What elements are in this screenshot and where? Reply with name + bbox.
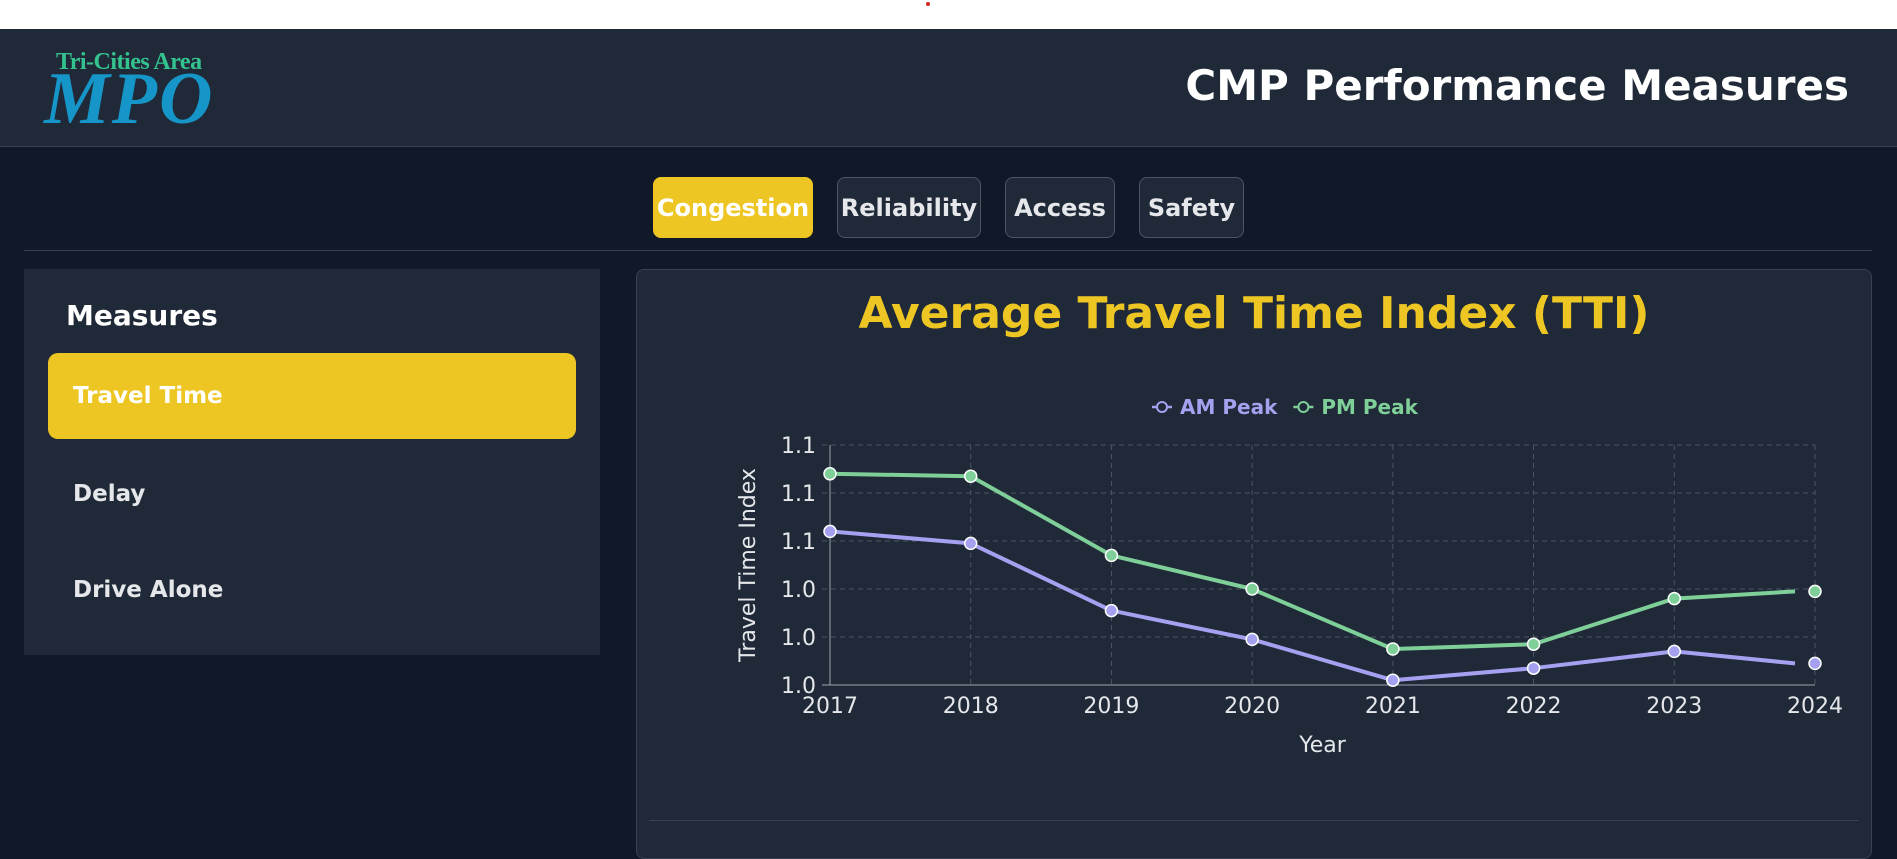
tab-safety[interactable]: Safety	[1139, 177, 1244, 238]
point-pm-peak	[1104, 548, 1119, 563]
sidebar-item-travel-time[interactable]: Travel Time	[48, 353, 576, 439]
y-tick-label: 1.0	[781, 674, 816, 699]
point-pm-peak	[1667, 591, 1682, 606]
y-tick-label: 1.1	[781, 482, 816, 507]
legend-label-am-peak: AM Peak	[1180, 395, 1278, 419]
chart-panel: Average Travel Time Index (TTI) 1.0 1.0 1.…	[636, 269, 1872, 859]
x-tick-label: 2022	[1506, 694, 1562, 719]
point-am-peak	[1667, 644, 1682, 659]
app-header: Tri-Cities Area MPO CMP Performance Meas…	[0, 29, 1897, 147]
point-pm-peak	[1808, 584, 1822, 599]
sidebar-item-delay[interactable]: Delay	[73, 481, 146, 507]
tab-access[interactable]: Access	[1005, 177, 1115, 238]
mpo-logo[interactable]: Tri-Cities Area MPO	[44, 43, 234, 139]
page-title: CMP Performance Measures	[1185, 61, 1849, 110]
series-line-pm-peak	[829, 471, 1796, 651]
point-am-peak	[1104, 603, 1119, 618]
y-axis-title: Travel Time Index	[736, 468, 761, 663]
x-tick-label: 2024	[1787, 694, 1843, 719]
point-am-peak	[1386, 673, 1400, 687]
legend-label-pm-peak: PM Peak	[1321, 395, 1418, 419]
point-am-peak	[823, 524, 837, 539]
category-tabs: Congestion Reliability Access Safety	[0, 177, 1897, 240]
point-am-peak	[1245, 632, 1259, 647]
x-tick-label: 2017	[802, 694, 858, 719]
browser-top-strip	[0, 0, 1897, 29]
x-tick-label: 2019	[1083, 694, 1139, 719]
sidebar-item-drive-alone[interactable]: Drive Alone	[73, 577, 224, 603]
tab-congestion[interactable]: Congestion	[653, 177, 813, 238]
sidebar-title: Measures	[66, 299, 218, 332]
x-tick-label: 2021	[1365, 694, 1421, 719]
series-line-am-peak	[829, 529, 1796, 683]
tab-reliability[interactable]: Reliability	[837, 177, 981, 238]
point-pm-peak	[823, 467, 837, 481]
point-am-peak	[963, 536, 978, 551]
legend-marker-pm-peak	[1297, 401, 1310, 413]
point-am-peak	[1526, 661, 1541, 675]
x-tick-label: 2018	[943, 694, 999, 719]
y-tick-label: 1.1	[781, 434, 816, 459]
y-tick-label: 1.0	[781, 578, 816, 603]
point-pm-peak	[1386, 642, 1400, 656]
chart-title: Average Travel Time Index (TTI)	[858, 288, 1650, 339]
point-pm-peak	[1245, 582, 1259, 596]
tti-line-chart: 1.0 1.0 1.0 1.1 1.1 1.1 2017 2018 2019 2020 2021 20…	[736, 395, 1843, 758]
logo-subtitle: Tri-Cities Area	[56, 49, 202, 75]
legend-marker-am-peak	[1156, 401, 1168, 413]
tabs-divider	[24, 250, 1872, 251]
x-tick-label: 2020	[1224, 694, 1280, 719]
measures-sidebar: Measures Travel Time Delay Drive Alone	[24, 269, 600, 655]
y-tick-label: 1.1	[781, 530, 816, 555]
point-pm-peak	[1526, 637, 1541, 651]
logo-mark: MPO	[44, 58, 215, 140]
y-tick-label: 1.0	[781, 626, 816, 651]
x-axis-title: Year	[1298, 733, 1347, 758]
panel-divider	[649, 820, 1859, 821]
point-am-peak	[1808, 656, 1822, 671]
x-tick-label: 2023	[1646, 694, 1702, 719]
red-dot-icon	[926, 2, 930, 6]
point-pm-peak	[963, 469, 978, 483]
